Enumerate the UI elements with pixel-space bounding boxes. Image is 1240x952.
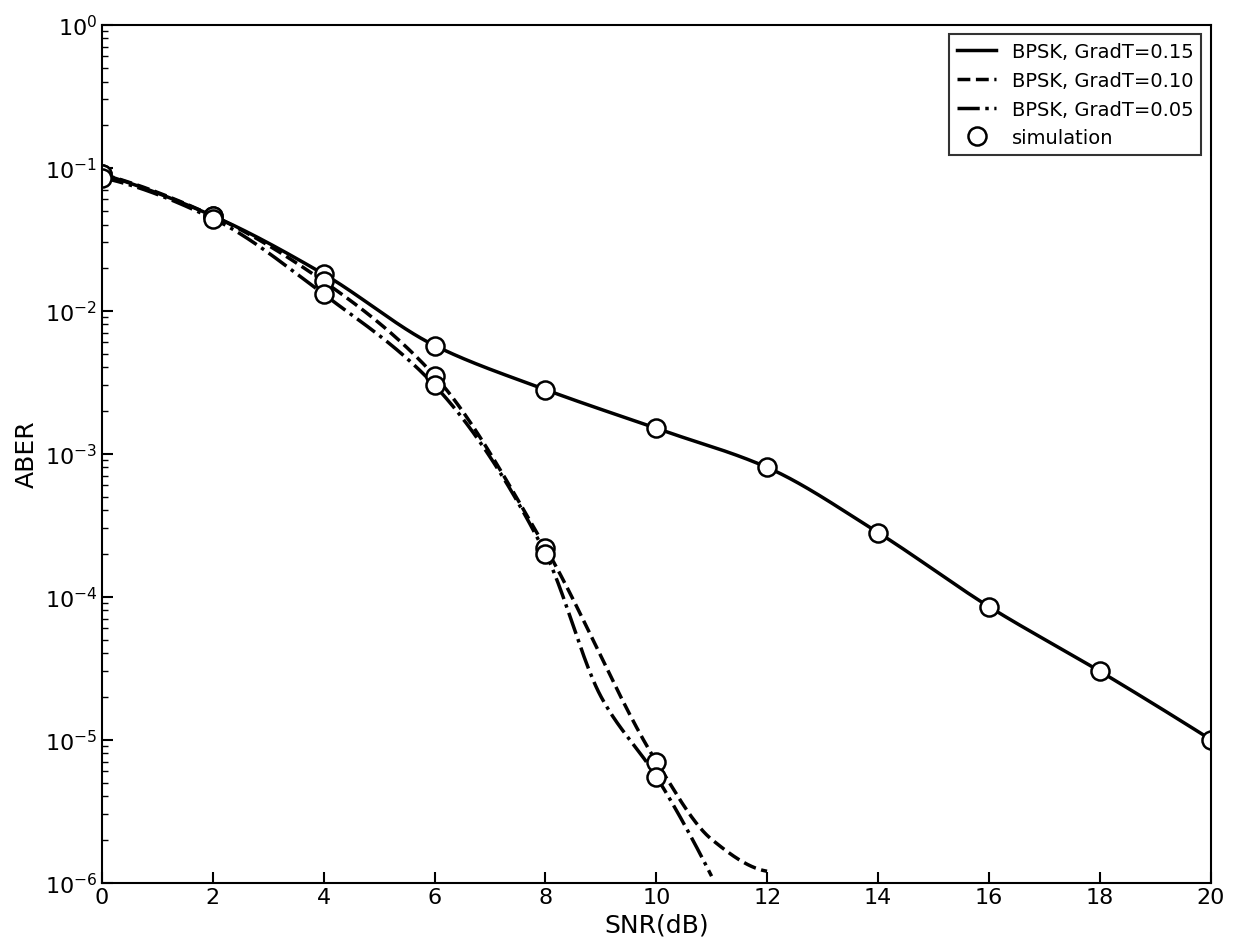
Line: BPSK, GradT=0.10: BPSK, GradT=0.10: [102, 175, 768, 871]
BPSK, GradT=0.10: [383, 327, 398, 339]
BPSK, GradT=0.15: [94, 169, 109, 181]
BPSK, GradT=0.05: [124, 181, 139, 192]
simulation: [1203, 734, 1218, 745]
BPSK, GradT=0.05: [249, 239, 264, 250]
Line: BPSK, GradT=0.05: BPSK, GradT=0.05: [102, 179, 712, 876]
simulation: [427, 341, 441, 352]
BPSK, GradT=0.05: [141, 187, 156, 198]
Line: simulation: simulation: [93, 166, 1220, 749]
BPSK, GradT=0.15: [604, 407, 619, 419]
BPSK, GradT=0.15: [151, 188, 166, 200]
BPSK, GradT=0.15: [1203, 734, 1218, 745]
BPSK, GradT=0.15: [1172, 714, 1187, 725]
simulation: [94, 169, 109, 181]
BPSK, GradT=0.05: [681, 825, 696, 837]
simulation: [982, 602, 997, 613]
BPSK, GradT=0.15: [634, 418, 649, 429]
simulation: [206, 211, 221, 223]
BPSK, GradT=0.10: [760, 865, 775, 877]
Legend: BPSK, GradT=0.15, BPSK, GradT=0.10, BPSK, GradT=0.05, simulation: BPSK, GradT=0.15, BPSK, GradT=0.10, BPSK…: [950, 35, 1202, 156]
BPSK, GradT=0.05: [563, 613, 578, 625]
BPSK, GradT=0.10: [182, 201, 197, 212]
BPSK, GradT=0.10: [458, 410, 472, 422]
simulation: [649, 424, 663, 435]
BPSK, GradT=0.15: [1171, 714, 1185, 725]
BPSK, GradT=0.10: [319, 278, 334, 289]
BPSK, GradT=0.10: [207, 211, 222, 223]
BPSK, GradT=0.10: [94, 169, 109, 181]
BPSK, GradT=0.05: [704, 870, 719, 882]
BPSK, GradT=0.15: [967, 592, 982, 604]
Y-axis label: ABER: ABER: [15, 421, 38, 487]
simulation: [538, 385, 553, 396]
BPSK, GradT=0.05: [347, 311, 362, 323]
Line: BPSK, GradT=0.15: BPSK, GradT=0.15: [102, 175, 1210, 740]
simulation: [760, 463, 775, 474]
simulation: [316, 269, 331, 281]
simulation: [1092, 666, 1107, 678]
simulation: [870, 527, 885, 539]
BPSK, GradT=0.05: [94, 173, 109, 185]
X-axis label: SNR(dB): SNR(dB): [604, 913, 709, 937]
BPSK, GradT=0.10: [444, 391, 459, 403]
